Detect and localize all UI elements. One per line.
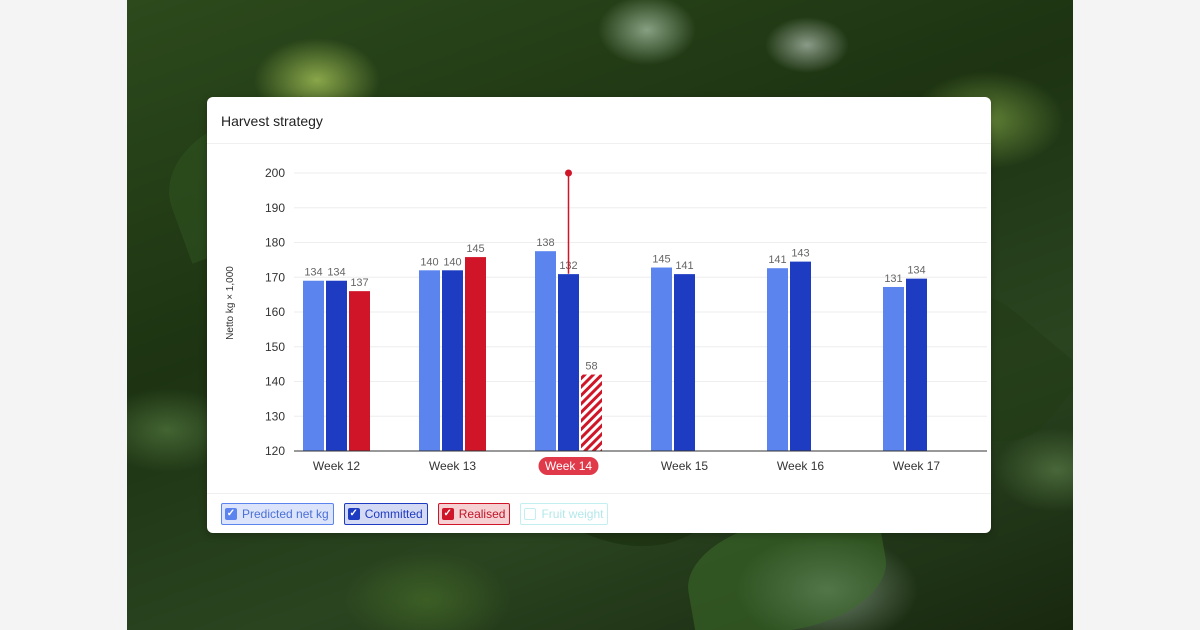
y-axis-label: Netto kg × 1,000 bbox=[225, 266, 236, 340]
harvest-strategy-card: Harvest strategy 120 130 140 150 160 170 180 19… bbox=[207, 97, 991, 533]
y-tick-label: 150 bbox=[265, 340, 285, 354]
x-tick-label[interactable]: Week 14 bbox=[545, 459, 592, 473]
realised-data-label: 137 bbox=[350, 277, 368, 289]
committed-data-label: 141 bbox=[675, 260, 693, 272]
legend-checkbox[interactable] bbox=[524, 508, 537, 520]
x-tick-label[interactable]: Week 13 bbox=[429, 459, 476, 473]
committed-bar[interactable] bbox=[674, 274, 695, 451]
legend-label: Committed bbox=[364, 507, 423, 521]
card-title: Harvest strategy bbox=[221, 113, 323, 129]
committed-data-label: 140 bbox=[443, 256, 461, 268]
chart-legend: ✓ Predicted net kg ✓ Committed ✓ Realised Frui… bbox=[221, 503, 609, 525]
y-tick-label: 200 bbox=[265, 166, 285, 180]
realised-data-label: 145 bbox=[466, 243, 484, 255]
realised-bar[interactable] bbox=[581, 374, 602, 451]
title-divider bbox=[207, 143, 991, 144]
target-marker-dot bbox=[565, 169, 572, 177]
legend-item-predicted[interactable]: ✓ Predicted net kg bbox=[221, 503, 334, 525]
harvest-bar-chart: 120 130 140 150 160 170 180 190 200 Netto kg × 1,… bbox=[225, 166, 987, 475]
committed-bar[interactable] bbox=[442, 270, 463, 451]
x-tick-label[interactable]: Week 12 bbox=[313, 459, 360, 473]
x-tick-label[interactable]: Week 16 bbox=[777, 459, 824, 473]
committed-data-label: 134 bbox=[907, 265, 925, 277]
checkmark-icon: ✓ bbox=[226, 508, 236, 519]
y-tick-label: 160 bbox=[265, 305, 285, 319]
legend-item-fruit[interactable]: Fruit weight bbox=[520, 503, 609, 525]
predicted-data-label: 138 bbox=[536, 237, 554, 249]
predicted-bar[interactable] bbox=[883, 286, 904, 451]
predicted-bar[interactable] bbox=[651, 267, 672, 451]
predicted-data-label: 134 bbox=[304, 267, 322, 279]
committed-bar[interactable] bbox=[906, 278, 927, 451]
predicted-bar[interactable] bbox=[535, 251, 556, 451]
committed-bar[interactable] bbox=[326, 280, 347, 451]
committed-data-label: 143 bbox=[791, 248, 809, 260]
predicted-data-label: 141 bbox=[768, 254, 786, 266]
predicted-data-label: 140 bbox=[420, 256, 438, 268]
predicted-bar[interactable] bbox=[303, 280, 324, 451]
y-tick-label: 170 bbox=[265, 270, 285, 284]
checkmark-icon: ✓ bbox=[349, 508, 358, 519]
committed-data-label: 134 bbox=[327, 267, 345, 279]
legend-checkbox[interactable]: ✓ bbox=[347, 508, 360, 520]
predicted-bar[interactable] bbox=[767, 268, 788, 451]
legend-divider bbox=[207, 493, 991, 494]
predicted-bar[interactable] bbox=[419, 270, 440, 451]
realised-data-label: 58 bbox=[585, 361, 597, 373]
committed-bar[interactable] bbox=[558, 274, 579, 451]
legend-item-committed[interactable]: ✓ Committed bbox=[343, 503, 428, 525]
realised-bar[interactable] bbox=[349, 291, 370, 451]
y-tick-label: 190 bbox=[265, 201, 285, 215]
legend-checkbox[interactable]: ✓ bbox=[441, 508, 454, 520]
checkmark-icon: ✓ bbox=[443, 508, 452, 519]
y-tick-label: 180 bbox=[265, 236, 285, 250]
y-tick-label: 130 bbox=[265, 409, 285, 423]
legend-label: Realised bbox=[458, 507, 506, 521]
selected-week-pill[interactable] bbox=[538, 457, 599, 475]
predicted-data-label: 145 bbox=[652, 254, 670, 266]
x-tick-label[interactable]: Week 17 bbox=[893, 459, 940, 473]
x-tick-label[interactable]: Week 15 bbox=[661, 459, 708, 473]
predicted-data-label: 131 bbox=[884, 273, 902, 285]
y-tick-label: 120 bbox=[265, 444, 285, 458]
committed-bar[interactable] bbox=[790, 261, 811, 451]
legend-item-realised[interactable]: ✓ Realised bbox=[437, 503, 511, 525]
legend-label: Predicted net kg bbox=[242, 507, 329, 521]
y-tick-label: 140 bbox=[265, 375, 285, 389]
realised-bar[interactable] bbox=[465, 257, 486, 451]
legend-checkbox[interactable]: ✓ bbox=[225, 508, 237, 520]
legend-label: Fruit weight bbox=[541, 507, 604, 521]
